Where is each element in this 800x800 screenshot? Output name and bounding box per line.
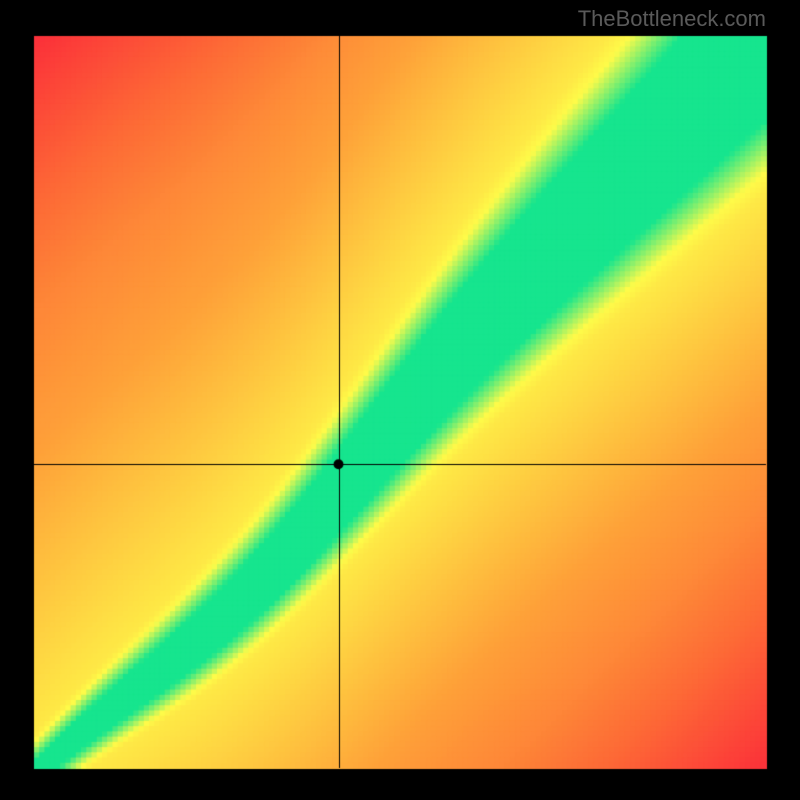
bottleneck-heatmap-canvas bbox=[0, 0, 800, 800]
attribution-text: TheBottleneck.com bbox=[578, 6, 766, 32]
chart-wrap: TheBottleneck.com bbox=[0, 0, 800, 800]
